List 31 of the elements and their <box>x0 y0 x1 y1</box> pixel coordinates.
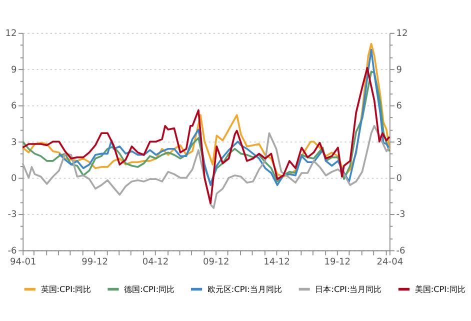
y2-tick-label: 6 <box>396 102 402 112</box>
line-series <box>58 48 390 186</box>
y2-tick-label: 0 <box>396 174 402 184</box>
line-series <box>22 67 390 204</box>
x-tick-label: 24-04 <box>376 257 404 268</box>
legend-label: 日本:CPI:当月同比 <box>315 284 382 294</box>
x-tick-label: 94-01 <box>10 257 36 268</box>
legend-label: 德国:CPI:同比 <box>124 284 175 294</box>
y-tick-label: 6 <box>10 102 17 112</box>
y-tick-label: 0 <box>10 174 17 184</box>
y-tick-label: -3 <box>8 210 17 220</box>
x-tick-label: 14-12 <box>264 257 290 268</box>
y-tick-label: -6 <box>8 246 17 256</box>
line-series <box>22 42 390 178</box>
y-tick-label: 3 <box>10 138 17 148</box>
y2-tick-label: 12 <box>396 29 408 40</box>
x-tick-label: 99-12 <box>82 257 108 268</box>
line-series <box>22 124 390 209</box>
line-series <box>22 70 390 185</box>
y2-tick-label: -3 <box>396 210 406 220</box>
y2-tick-label: 3 <box>396 138 402 148</box>
y-tick-label: 12 <box>5 29 17 40</box>
x-tick-label: 04-12 <box>142 257 169 268</box>
legend-label: 欧元区:CPI:当月同比 <box>207 284 282 294</box>
y2-tick-label: 9 <box>396 65 402 76</box>
y2-tick-label: -6 <box>396 246 406 256</box>
x-tick-label: 09-12 <box>202 257 230 268</box>
legend-label: 英国:CPI:同比 <box>40 284 92 294</box>
x-tick-label: 19-12 <box>324 257 351 268</box>
legend-label: 美国:CPI:同比 <box>414 284 466 294</box>
y-tick-label: 9 <box>10 65 17 76</box>
